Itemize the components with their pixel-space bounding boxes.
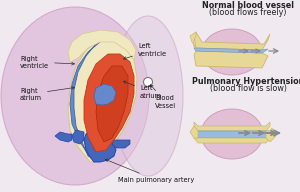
Polygon shape	[94, 84, 116, 105]
Polygon shape	[55, 132, 72, 142]
Text: Normal blood vessel: Normal blood vessel	[202, 1, 294, 10]
Text: Main pulmonary artery: Main pulmonary artery	[105, 159, 194, 183]
Polygon shape	[194, 48, 268, 53]
Polygon shape	[266, 128, 276, 142]
Text: Blood
Vessel: Blood Vessel	[150, 85, 176, 108]
Polygon shape	[194, 32, 270, 50]
Text: Right
ventricle: Right ventricle	[20, 55, 74, 69]
Ellipse shape	[143, 78, 152, 87]
Text: Left
ventricle: Left ventricle	[123, 44, 167, 60]
Polygon shape	[194, 51, 268, 68]
Ellipse shape	[113, 16, 183, 176]
Ellipse shape	[201, 109, 263, 159]
Text: Pulmonary Hypertension: Pulmonary Hypertension	[192, 77, 300, 86]
Polygon shape	[190, 126, 198, 138]
Polygon shape	[112, 140, 130, 148]
Polygon shape	[84, 128, 116, 162]
Ellipse shape	[1, 7, 149, 185]
Polygon shape	[70, 42, 100, 157]
Polygon shape	[96, 66, 128, 142]
Polygon shape	[194, 138, 270, 143]
Ellipse shape	[202, 29, 262, 75]
Text: Right
atrium: Right atrium	[20, 87, 74, 100]
Text: (blood flow is slow): (blood flow is slow)	[209, 84, 286, 93]
Polygon shape	[68, 30, 136, 62]
Text: (blood flows freely): (blood flows freely)	[209, 8, 287, 17]
Polygon shape	[84, 54, 134, 152]
Polygon shape	[194, 122, 270, 131]
Text: Left
atrium: Left atrium	[123, 81, 162, 98]
Polygon shape	[194, 131, 270, 138]
Polygon shape	[68, 40, 137, 162]
Polygon shape	[72, 130, 84, 144]
Polygon shape	[190, 32, 196, 48]
